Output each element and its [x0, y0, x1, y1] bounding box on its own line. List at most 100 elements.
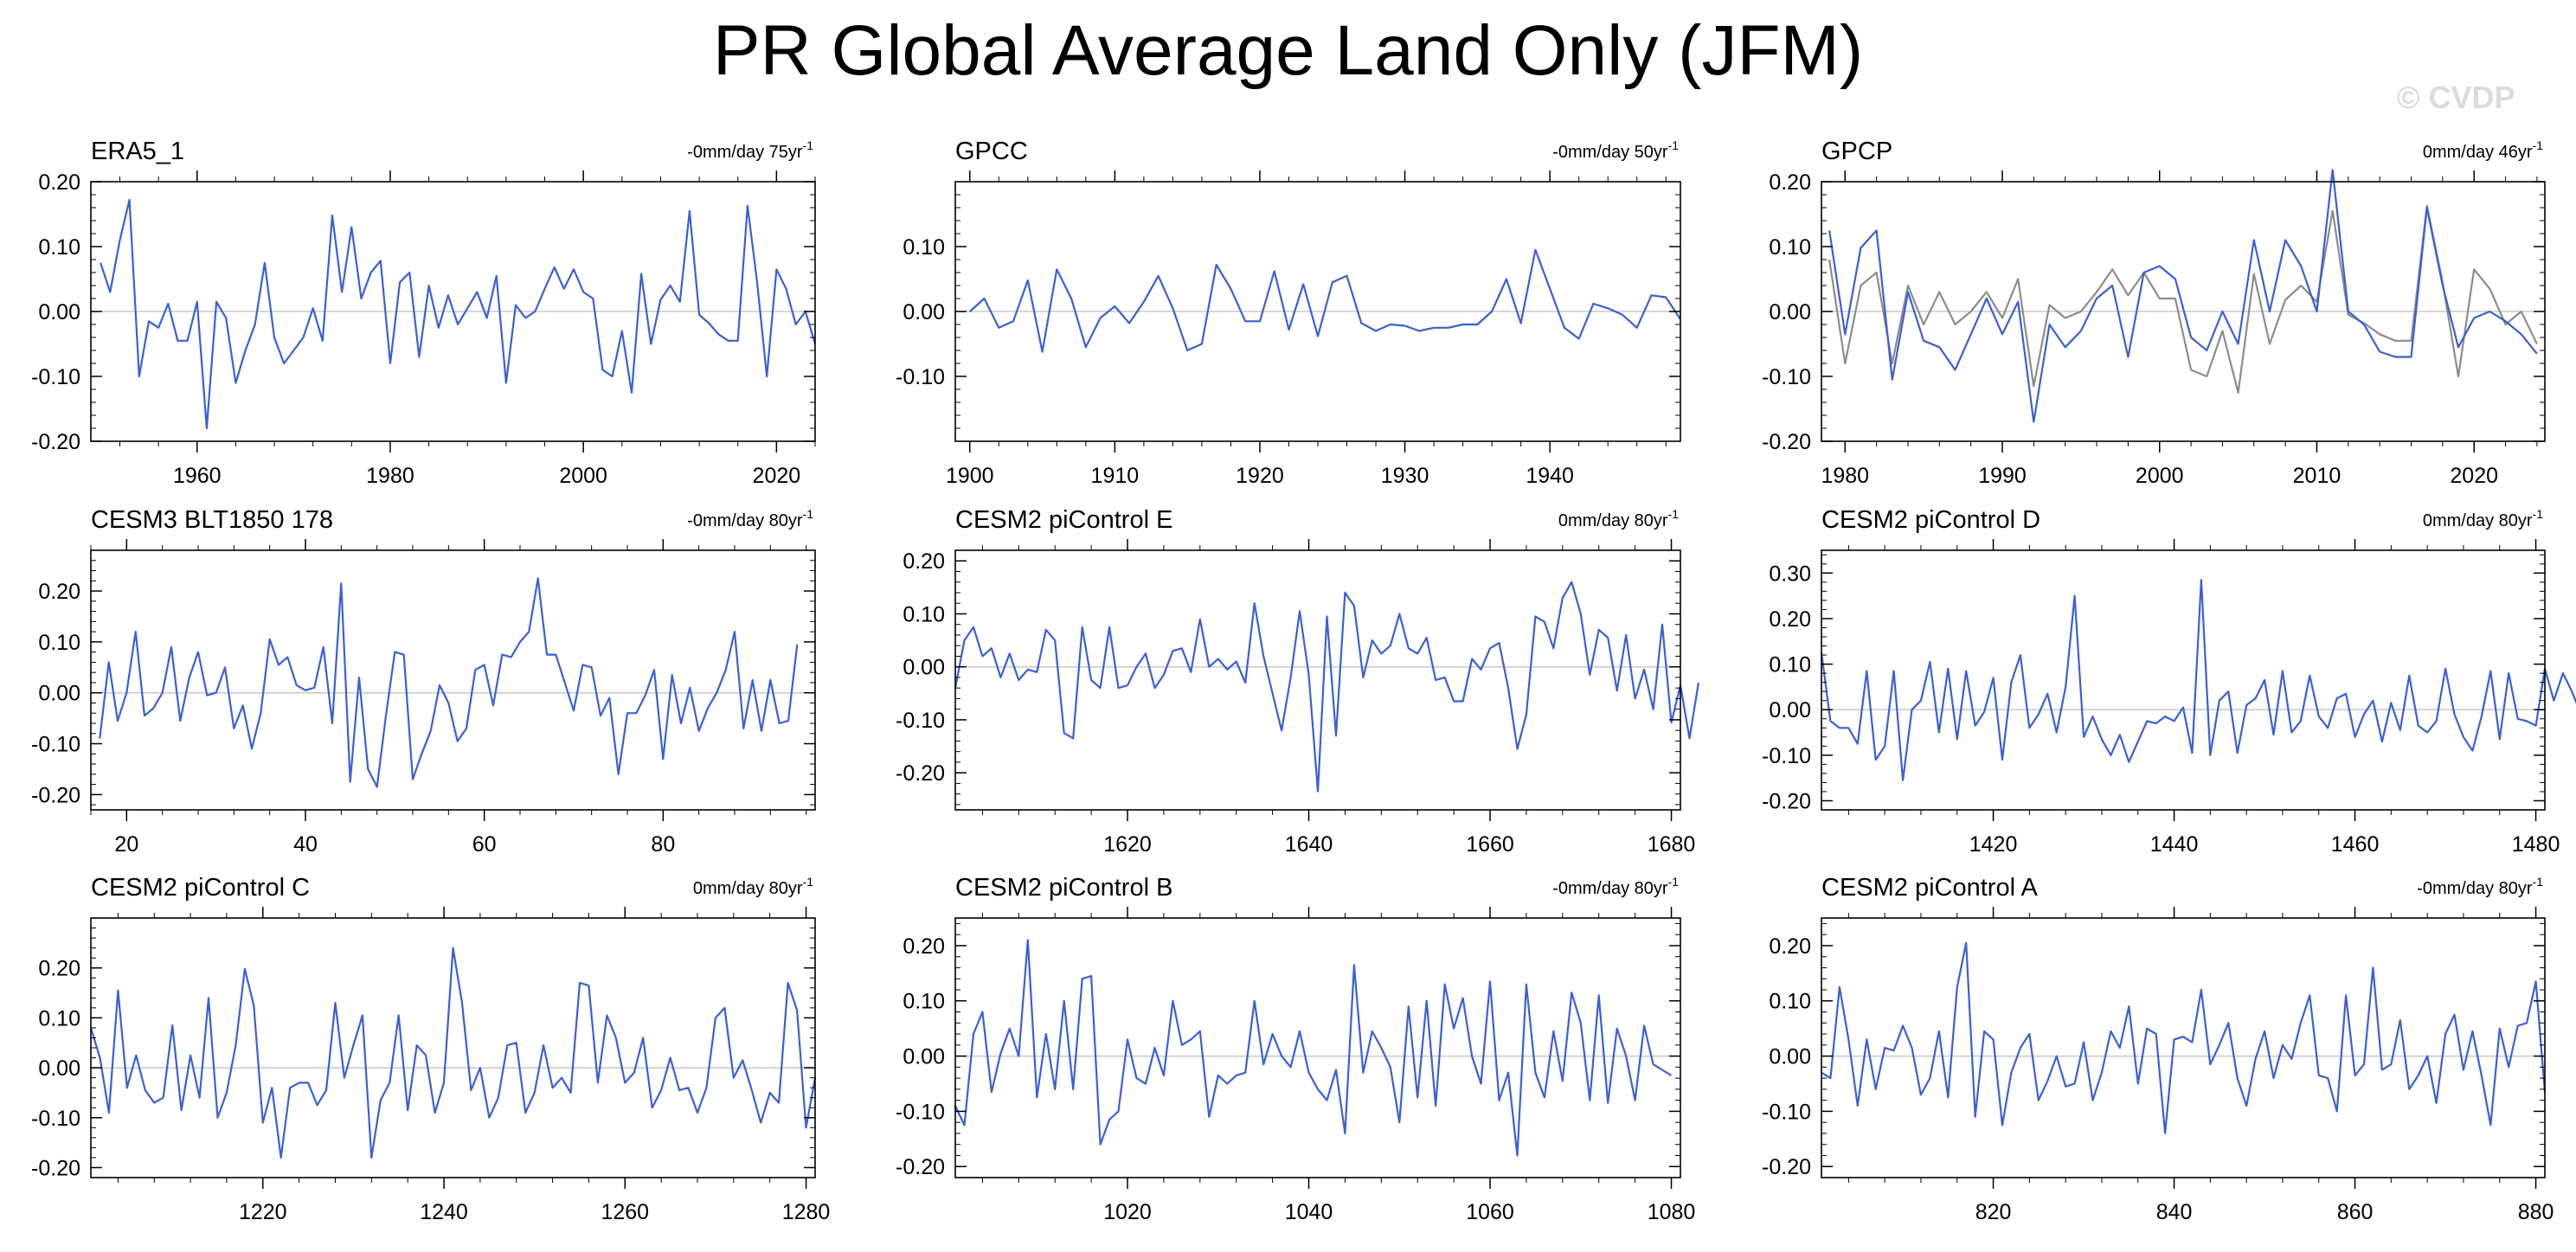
panel-title: CESM2 piControl D: [1821, 506, 2040, 534]
chart-panel: -0.20 -0.10 0.00 0.10 0.20 820 840 860 880 CESM2 …: [1762, 874, 2554, 1224]
y-tick-label: 0.20: [1769, 170, 1811, 195]
trend-exponent: -1: [1668, 507, 1680, 521]
x-tick-label: 880: [2518, 1200, 2554, 1224]
x-tick-label: 1460: [2331, 832, 2380, 857]
y-tick-label: -0.20: [31, 1156, 80, 1180]
series-line: [100, 198, 817, 430]
y-tick-label: 0.00: [1769, 300, 1811, 324]
x-tick-label: 1900: [946, 464, 994, 488]
y-tick-label: 0.10: [38, 235, 80, 260]
trend-label: -0mm/day 50yr-1: [1552, 138, 1679, 162]
trend-exponent: -1: [803, 875, 814, 889]
panel-title: CESM2 piControl C: [91, 874, 310, 902]
y-tick-label: 0.20: [38, 580, 80, 604]
y-tick-label: -0.10: [1762, 744, 1811, 768]
y-tick-label: 0.00: [1769, 698, 1811, 722]
y-tick-label: 0.20: [38, 170, 80, 195]
x-tick-label: 1620: [1103, 832, 1152, 857]
y-tick-label: -0.20: [1762, 430, 1811, 454]
x-tick-label: 1960: [173, 464, 222, 488]
x-tick-label: 1280: [782, 1200, 831, 1224]
trend-exponent: -1: [2533, 138, 2544, 152]
trend-label: 0mm/day 80yr-1: [693, 875, 813, 898]
trend-label: -0mm/day 80yr-1: [1552, 875, 1679, 898]
trend-exponent: -1: [803, 138, 814, 152]
series-line: [1828, 169, 2538, 423]
x-tick-label: 2020: [753, 464, 801, 488]
y-tick-label: 0.10: [903, 990, 945, 1014]
chart-panel: -0.20 -0.10 0.00 0.10 0.20 1960 1980 2000 2020 ER…: [31, 138, 817, 488]
y-tick-label: 0.10: [38, 1006, 80, 1030]
trend-label: 0mm/day 80yr-1: [2423, 507, 2543, 530]
series-line: [1821, 941, 2547, 1135]
x-tick-label: 1680: [1648, 832, 1696, 857]
trend-exponent: -1: [1668, 875, 1680, 889]
trend-label: -0mm/day 80yr-1: [687, 507, 813, 530]
y-tick-label: 0.00: [38, 300, 80, 324]
trend-text: -0mm/day 75yr: [687, 143, 803, 162]
y-tick-label: -0.20: [896, 1155, 945, 1179]
y-tick-label: 0.20: [38, 957, 80, 981]
plot-frame: [954, 549, 1681, 811]
y-tick-label: -0.10: [1762, 1100, 1811, 1124]
y-tick-label: 0.00: [903, 1045, 945, 1069]
panel-title: GPCC: [955, 138, 1028, 165]
y-tick-label: 0.10: [1769, 235, 1811, 260]
x-tick-label: 60: [472, 832, 497, 857]
x-tick-label: 1420: [1969, 832, 2018, 857]
y-tick-label: -0.20: [1762, 789, 1811, 813]
trend-text: -0mm/day 50yr: [1552, 143, 1668, 162]
trend-label: 0mm/day 80yr-1: [1558, 507, 1679, 530]
series-line: [1820, 579, 2576, 781]
panel-title: CESM3 BLT1850 178: [91, 506, 333, 534]
x-tick-label: 1040: [1285, 1200, 1333, 1224]
x-tick-label: 1930: [1381, 464, 1429, 488]
x-tick-label: 1020: [1103, 1200, 1152, 1224]
trend-exponent: -1: [2533, 875, 2544, 889]
x-tick-label: 1080: [1648, 1200, 1696, 1224]
trend-label: -0mm/day 75yr-1: [687, 138, 813, 162]
x-tick-label: 1640: [1285, 832, 1333, 857]
y-tick-label: -0.20: [896, 761, 945, 786]
y-tick-label: 0.30: [1769, 562, 1811, 586]
plot-frame: [954, 917, 1681, 1178]
chart-panel: -0.20 -0.10 0.00 0.10 0.20 1620 1640 1660 1680 CE…: [896, 506, 1699, 857]
y-tick-label: 0.00: [903, 656, 945, 680]
y-tick-label: 0.10: [38, 631, 80, 655]
trend-text: 0mm/day 80yr: [2423, 511, 2533, 530]
y-tick-label: -0.10: [31, 1107, 80, 1131]
page-title: PR Global Average Land Only (JFM): [712, 11, 1864, 90]
series-line: [954, 939, 1673, 1157]
x-tick-label: 1060: [1466, 1200, 1514, 1224]
series-line: [1828, 204, 2538, 394]
x-tick-label: 1940: [1526, 464, 1574, 488]
chart-panel: -0.20 -0.10 0.00 0.10 0.20 0.30 1420 1440 1460 14…: [1762, 506, 2576, 857]
trend-text: 0mm/day 80yr: [1558, 511, 1668, 530]
series-line: [969, 248, 1681, 353]
chart-panel: -0.20 -0.10 0.00 0.10 0.20 1020 1040 1060 1080 CE…: [896, 874, 1695, 1224]
trend-text: -0mm/day 80yr: [1552, 879, 1668, 898]
trend-exponent: -1: [1668, 138, 1680, 152]
y-tick-label: -0.10: [896, 1100, 945, 1124]
y-tick-label: 0.10: [903, 235, 945, 260]
x-tick-label: 1910: [1091, 464, 1140, 488]
panel-title: CESM2 piControl A: [1821, 874, 2038, 902]
x-tick-label: 2000: [559, 464, 607, 488]
panel-title: CESM2 piControl E: [955, 506, 1172, 534]
y-tick-label: -0.10: [896, 709, 945, 733]
x-tick-label: 1480: [2512, 832, 2560, 857]
x-tick-label: 860: [2337, 1200, 2374, 1224]
y-tick-label: 0.10: [903, 602, 945, 626]
chart-panel: -0.20 -0.10 0.00 0.10 0.20 1220 1240 1260 1280 CE…: [31, 874, 830, 1224]
plot-frame: [1821, 549, 2546, 811]
trend-text: -0mm/day 80yr: [2417, 879, 2533, 898]
y-tick-label: -0.10: [896, 365, 945, 389]
x-tick-label: 2010: [2293, 464, 2342, 488]
plot-frame: [1821, 917, 2546, 1178]
y-tick-label: 0.00: [38, 1056, 80, 1081]
x-tick-label: 20: [114, 832, 138, 857]
x-tick-label: 2000: [2136, 464, 2184, 488]
y-tick-label: -0.20: [31, 783, 80, 807]
x-tick-label: 80: [651, 832, 675, 857]
chart-panel: -0.10 0.00 0.10 1900 1910 1920 1930 1940 GPCC -0m…: [896, 138, 1681, 488]
